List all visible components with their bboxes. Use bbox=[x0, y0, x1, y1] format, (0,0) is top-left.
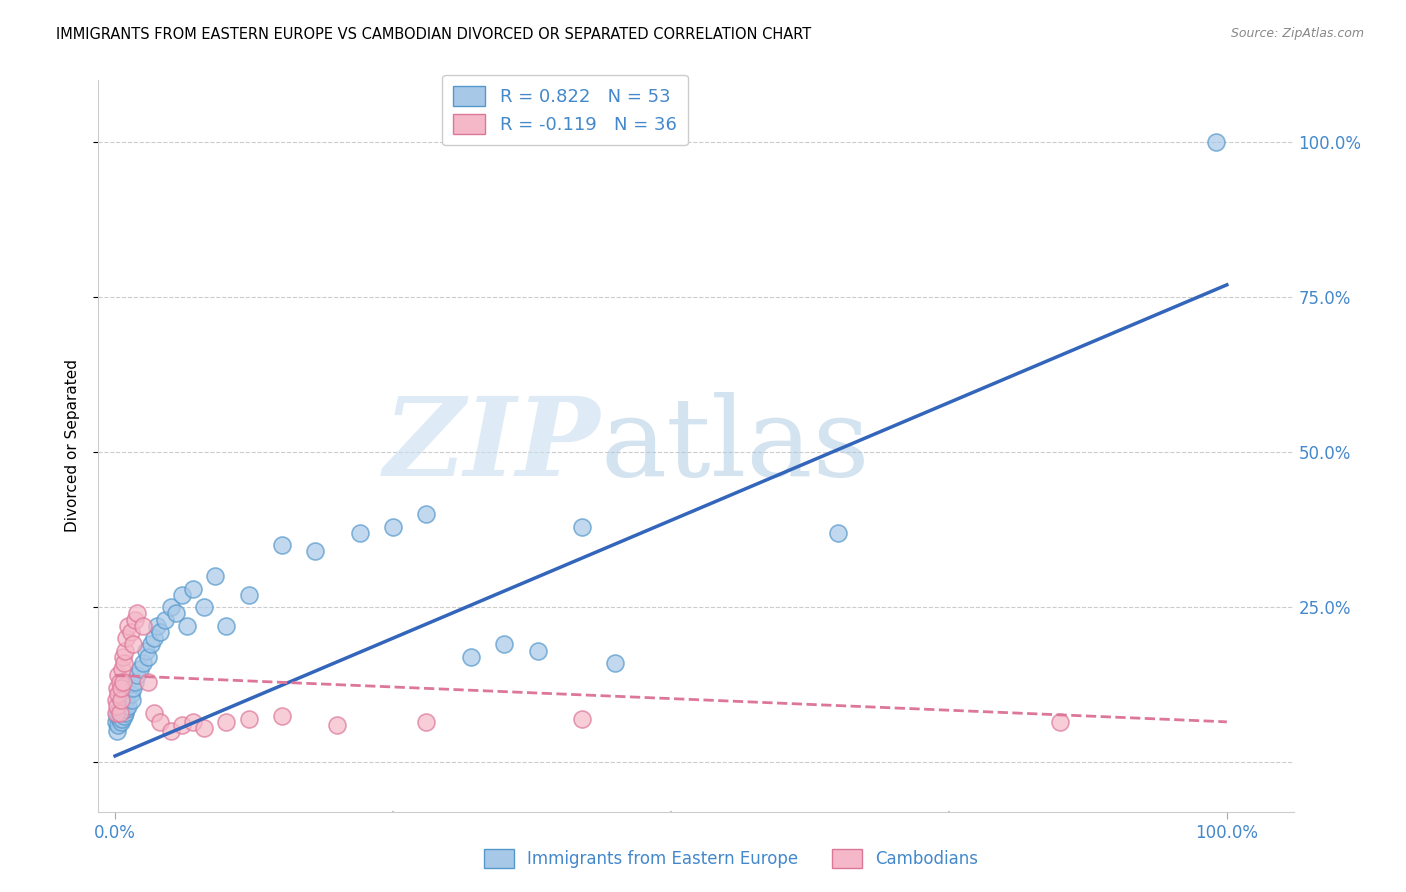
Point bbox=[111, 702, 134, 716]
Point bbox=[143, 631, 166, 645]
Point bbox=[132, 656, 155, 670]
Point bbox=[146, 619, 169, 633]
Point bbox=[124, 674, 146, 689]
Point bbox=[105, 708, 128, 723]
Text: IMMIGRANTS FROM EASTERN EUROPE VS CAMBODIAN DIVORCED OR SEPARATED CORRELATION CH: IMMIGRANTS FROM EASTERN EUROPE VS CAMBOD… bbox=[56, 27, 811, 42]
Point bbox=[349, 525, 371, 540]
Point bbox=[159, 600, 181, 615]
Point bbox=[460, 649, 482, 664]
Text: atlas: atlas bbox=[600, 392, 870, 500]
Point bbox=[122, 637, 145, 651]
Point bbox=[108, 712, 131, 726]
Point bbox=[127, 607, 149, 621]
Point bbox=[108, 674, 131, 689]
Point bbox=[176, 619, 198, 633]
Point bbox=[494, 637, 516, 651]
Point bbox=[138, 674, 160, 689]
Point bbox=[111, 662, 134, 676]
Point bbox=[326, 718, 349, 732]
Point bbox=[138, 649, 160, 664]
Point bbox=[105, 699, 128, 714]
Point bbox=[135, 643, 157, 657]
Point bbox=[114, 643, 136, 657]
Point bbox=[107, 687, 129, 701]
Point bbox=[115, 702, 138, 716]
Point bbox=[827, 525, 849, 540]
Point bbox=[571, 519, 593, 533]
Point bbox=[105, 724, 128, 739]
Point bbox=[107, 718, 129, 732]
Text: Source: ZipAtlas.com: Source: ZipAtlas.com bbox=[1230, 27, 1364, 40]
Point bbox=[170, 718, 193, 732]
Point bbox=[215, 714, 238, 729]
Point bbox=[111, 674, 134, 689]
Point bbox=[105, 714, 128, 729]
Point bbox=[107, 668, 129, 682]
Point bbox=[270, 708, 292, 723]
Point bbox=[526, 643, 548, 657]
Point bbox=[124, 613, 146, 627]
Point bbox=[148, 714, 170, 729]
Point bbox=[270, 538, 292, 552]
Point bbox=[415, 507, 437, 521]
Point bbox=[120, 624, 142, 639]
Point bbox=[238, 588, 260, 602]
Point bbox=[128, 662, 150, 676]
Point bbox=[110, 693, 132, 707]
Point bbox=[105, 693, 128, 707]
Point bbox=[215, 619, 238, 633]
Legend: R = 0.822   N = 53, R = -0.119   N = 36: R = 0.822 N = 53, R = -0.119 N = 36 bbox=[441, 75, 688, 145]
Point bbox=[605, 656, 627, 670]
Point bbox=[120, 687, 142, 701]
Point bbox=[110, 681, 132, 695]
Point bbox=[159, 724, 181, 739]
Point bbox=[181, 714, 204, 729]
Point bbox=[107, 706, 129, 720]
Point bbox=[238, 712, 260, 726]
Point bbox=[111, 699, 134, 714]
Point bbox=[132, 619, 155, 633]
Point bbox=[170, 588, 193, 602]
Point bbox=[115, 693, 138, 707]
Point bbox=[1205, 135, 1227, 149]
Point bbox=[114, 706, 136, 720]
Point bbox=[110, 714, 132, 729]
Point bbox=[382, 519, 405, 533]
Point bbox=[1049, 714, 1071, 729]
Point bbox=[112, 708, 135, 723]
Point bbox=[193, 721, 215, 735]
Point bbox=[571, 712, 593, 726]
Point bbox=[117, 619, 139, 633]
Point bbox=[127, 668, 149, 682]
Point bbox=[148, 624, 170, 639]
Point bbox=[193, 600, 215, 615]
Point bbox=[143, 706, 166, 720]
Point bbox=[153, 613, 176, 627]
Point bbox=[165, 607, 187, 621]
Point bbox=[117, 699, 139, 714]
Point bbox=[111, 712, 134, 726]
Point bbox=[181, 582, 204, 596]
Text: ZIP: ZIP bbox=[384, 392, 600, 500]
Point bbox=[110, 706, 132, 720]
Y-axis label: Divorced or Separated: Divorced or Separated bbox=[65, 359, 80, 533]
Point bbox=[122, 681, 145, 695]
Point bbox=[415, 714, 437, 729]
Point bbox=[108, 699, 131, 714]
Legend: Immigrants from Eastern Europe, Cambodians: Immigrants from Eastern Europe, Cambodia… bbox=[478, 842, 984, 875]
Point bbox=[115, 631, 138, 645]
Point bbox=[108, 706, 131, 720]
Point bbox=[121, 693, 143, 707]
Point bbox=[105, 681, 128, 695]
Point bbox=[139, 637, 162, 651]
Point bbox=[112, 656, 135, 670]
Point bbox=[111, 649, 134, 664]
Point bbox=[304, 544, 326, 558]
Point bbox=[112, 696, 135, 710]
Point bbox=[105, 706, 128, 720]
Point bbox=[204, 569, 226, 583]
